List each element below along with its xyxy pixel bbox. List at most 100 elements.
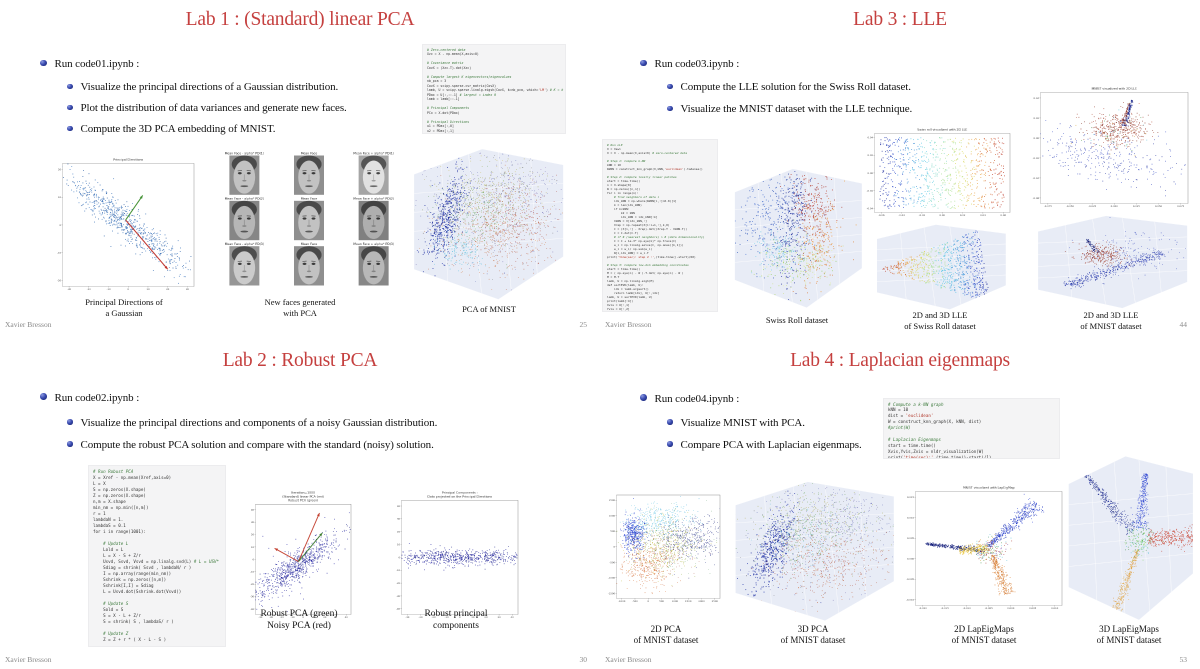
subbullet-text: Compute the LLE solution for the Swiss R… [680,81,911,93]
subbullet-text: Plot the distribution of data variances … [80,102,347,114]
figure-mnist-lapeig-3d-canvas [1062,452,1197,625]
figure-swiss-lle-3d [870,223,1010,312]
bullet-item: Run code03.ipynb : [640,58,739,70]
figure-caption: 2D LapEigMaps of MNIST dataset [951,623,1017,646]
bullet-item: Run code04.ipynb : [640,393,739,405]
subbullet-text: Visualize the principal directions and c… [80,416,438,429]
page-number: 25 [579,320,588,329]
subbullet-text: Compute the robust PCA solution and comp… [80,438,434,451]
bullet-item: Run code01.ipynb : [40,58,139,70]
figure-mnist-lapeig-2d [903,484,1066,613]
subbullet-item: Visualize the MNIST dataset with the LLE… [667,103,912,115]
figure-robust-principal-components [389,489,522,622]
slide-lab2-robust-pca: Lab 2 : Robust PCA Run code02.ipynb : Vi… [0,334,600,669]
subbullet-text: Compare PCA with Laplacian eigenmaps. [680,438,862,451]
figure-caption: New faces generated with PCA [264,297,336,319]
bullet-icon [67,83,73,89]
footer-author: Xavier Bresson [605,654,652,664]
figure-swiss-lle-2d [862,127,1014,220]
bullet-icon [67,419,73,425]
slide-title: Lab 4 : Laplacian eigenmaps [790,349,1010,371]
figure-mnist-lle-2d-canvas [1028,86,1192,211]
slide-title: Lab 3 : LLE [853,9,947,30]
subbullet-text: Visualize MNIST with PCA. [680,416,805,429]
bullet-icon [640,394,647,401]
subbullet-text: Compute the 3D PCA embedding of MNIST. [80,123,276,135]
bullet-icon [67,125,73,131]
code-snippet-lapeig: # Compute a k-NN graph kNN = 10 dist = '… [883,397,1060,459]
figure-pca-mnist-3d [406,146,568,304]
figure-mnist-lle-3d-canvas [1030,214,1192,311]
figure-faces-grid [212,151,406,287]
bullet-icon [40,59,47,66]
slide-lab3-lle: Lab 3 : LLE Run code03.ipynb : Compute t… [600,0,1200,335]
subbullet-item: Compute the robust PCA solution and comp… [67,439,434,451]
bullet-text: Run code04.ipynb : [654,392,740,405]
slide-title: Lab 2 : Robust PCA [222,349,378,371]
subbullet-text: Visualize the principal directions of a … [80,81,339,93]
bullet-icon [667,441,673,447]
figure-mnist-lle-3d [1030,214,1192,311]
bullet-item: Run code02.ipynb : [40,392,139,404]
bullet-icon [667,419,673,425]
figure-robust-vs-noisy-pca [243,489,355,622]
figure-faces-grid-canvas [212,151,406,287]
subbullet-item: Compute the LLE solution for the Swiss R… [667,81,911,93]
slide-title: Lab 1 : (Standard) linear PCA [185,9,415,30]
figure-caption: Principal Directions of a Gaussian [85,297,163,319]
figure-swiss-lle-3d-canvas [870,223,1010,312]
subbullet-item: Compare PCA with Laplacian eigenmaps. [667,439,862,451]
footer-author: Xavier Bresson [5,320,52,329]
slide-lab4-laplacian-eigenmaps: Lab 4 : Laplacian eigenmaps Run code04.i… [600,334,1200,669]
bullet-text: Run code03.ipynb : [654,58,740,70]
code-snippet-lle-text: # Run LLE X = Xswi X = X - np.mean(X,axi… [607,143,705,311]
code-snippet-pca-text: # Zero-centered data Xzc = X - np.mean(X… [427,48,564,133]
footer-author: Xavier Bresson [5,654,52,664]
bullet-icon [67,441,73,447]
code-snippet-lle: # Run LLE X = Xswi X = X - np.mean(X,axi… [602,139,718,312]
page-number: 44 [1179,320,1188,329]
code-snippet-robust-pca-text: # Run Robust PCA X = Xref - np.mean(Xref… [93,468,220,642]
subbullet-item: Visualize the principal directions of a … [67,81,338,93]
bullet-text: Run code02.ipynb : [54,391,140,404]
bullet-icon [40,393,47,400]
figure-caption: 2D PCA of MNIST dataset [633,623,699,646]
footer-author: Xavier Bresson [605,320,652,329]
subbullet-item: Visualize MNIST with PCA. [667,417,805,429]
bullet-icon [67,104,73,110]
subbullet-item: Plot the distribution of data variances … [67,102,347,114]
figure-mnist-pca-2d-canvas [604,491,724,606]
figure-pca-mnist-3d-canvas [406,146,568,304]
figure-caption: 3D LapEigMaps of MNIST dataset [1096,623,1162,646]
code-snippet-pca: # Zero-centered data Xzc = X - np.mean(X… [422,44,566,134]
code-snippet-lapeig-text: # Compute a k-NN graph kNN = 10 dist = '… [888,401,992,459]
subbullet-item: Compute the 3D PCA embedding of MNIST. [67,123,276,135]
page-number: 30 [579,654,588,664]
figure-swiss-lle-2d-canvas [862,127,1014,220]
figure-robust-principal-components-canvas [389,489,522,622]
code-snippet-robust-pca: # Run Robust PCA X = Xref - np.mean(Xref… [88,464,226,647]
figure-principal-directions-canvas [50,157,198,294]
figure-caption: Robust PCA (green) Noisy PCA (red) [260,608,338,631]
bullet-text: Run code01.ipynb : [54,58,140,70]
bullet-icon [640,59,647,66]
page-number: 53 [1179,654,1188,664]
figure-caption: Robust principal components [424,608,488,631]
figure-caption: 3D PCA of MNIST dataset [780,623,846,646]
figure-caption: Swiss Roll dataset [765,315,829,325]
figure-robust-vs-noisy-pca-canvas [243,489,355,622]
subbullet-item: Visualize the principal directions and c… [67,417,437,429]
slide-lab1-linear-pca: Lab 1 : (Standard) linear PCA Run code01… [0,0,600,335]
bullet-icon [667,105,673,111]
figure-mnist-lapeig-2d-canvas [903,484,1066,613]
figure-swiss-roll-3d [728,166,866,312]
figure-mnist-pca-3d-canvas [727,478,899,625]
figure-caption: PCA of MNIST [462,304,516,314]
figure-caption: 2D and 3D LLE of Swiss Roll dataset [904,310,976,332]
subbullet-text: Visualize the MNIST dataset with the LLE… [680,103,913,115]
figure-swiss-roll-3d-canvas [728,166,866,312]
figure-mnist-lle-2d [1028,86,1192,211]
figure-mnist-pca-2d [604,491,724,606]
bullet-icon [667,83,673,89]
